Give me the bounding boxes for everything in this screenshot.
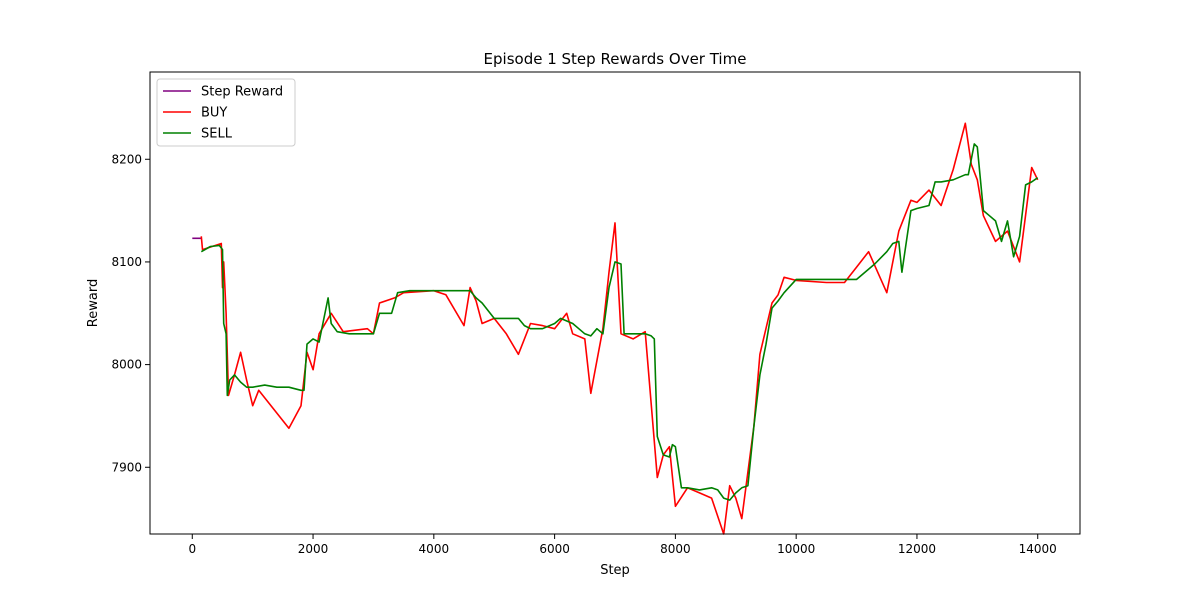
y-tick-label: 8000 <box>111 358 142 372</box>
y-tick-label: 8200 <box>111 152 142 166</box>
series-layer <box>192 122 1039 535</box>
plot-frame <box>149 71 1081 535</box>
legend-item: Step Reward <box>163 85 283 100</box>
y-tick-label: 7900 <box>111 460 142 474</box>
y-axis-label: Reward <box>86 279 101 327</box>
chart-title: Episode 1 Step Rewards Over Time <box>484 50 747 68</box>
legend-item: SELL <box>163 127 233 142</box>
legend-label: SELL <box>201 127 233 142</box>
x-tick-label: 12000 <box>898 542 936 556</box>
legend-item: BUY <box>163 106 227 121</box>
legend: Step Reward BUY SELL <box>156 78 296 147</box>
legend-label: Step Reward <box>201 85 283 100</box>
legend-box <box>156 78 296 147</box>
x-tick-label: 10000 <box>777 542 815 556</box>
x-tick-label: 8000 <box>660 542 691 556</box>
x-tick-label: 14000 <box>1019 542 1057 556</box>
legend-label: BUY <box>201 106 227 121</box>
y-axis: 7900 8000 8100 8200 <box>111 152 150 474</box>
x-axis-label: Step <box>600 563 630 578</box>
x-tick-label: 0 <box>188 542 196 556</box>
x-axis: 0 2000 4000 6000 8000 10000 12000 14000 <box>188 534 1057 556</box>
y-tick-label: 8100 <box>111 255 142 269</box>
x-tick-label: 4000 <box>419 542 450 556</box>
series-line-sell <box>200 143 1039 501</box>
x-tick-label: 6000 <box>539 542 570 556</box>
series-line-buy <box>200 122 1039 535</box>
x-tick-label: 2000 <box>298 542 329 556</box>
